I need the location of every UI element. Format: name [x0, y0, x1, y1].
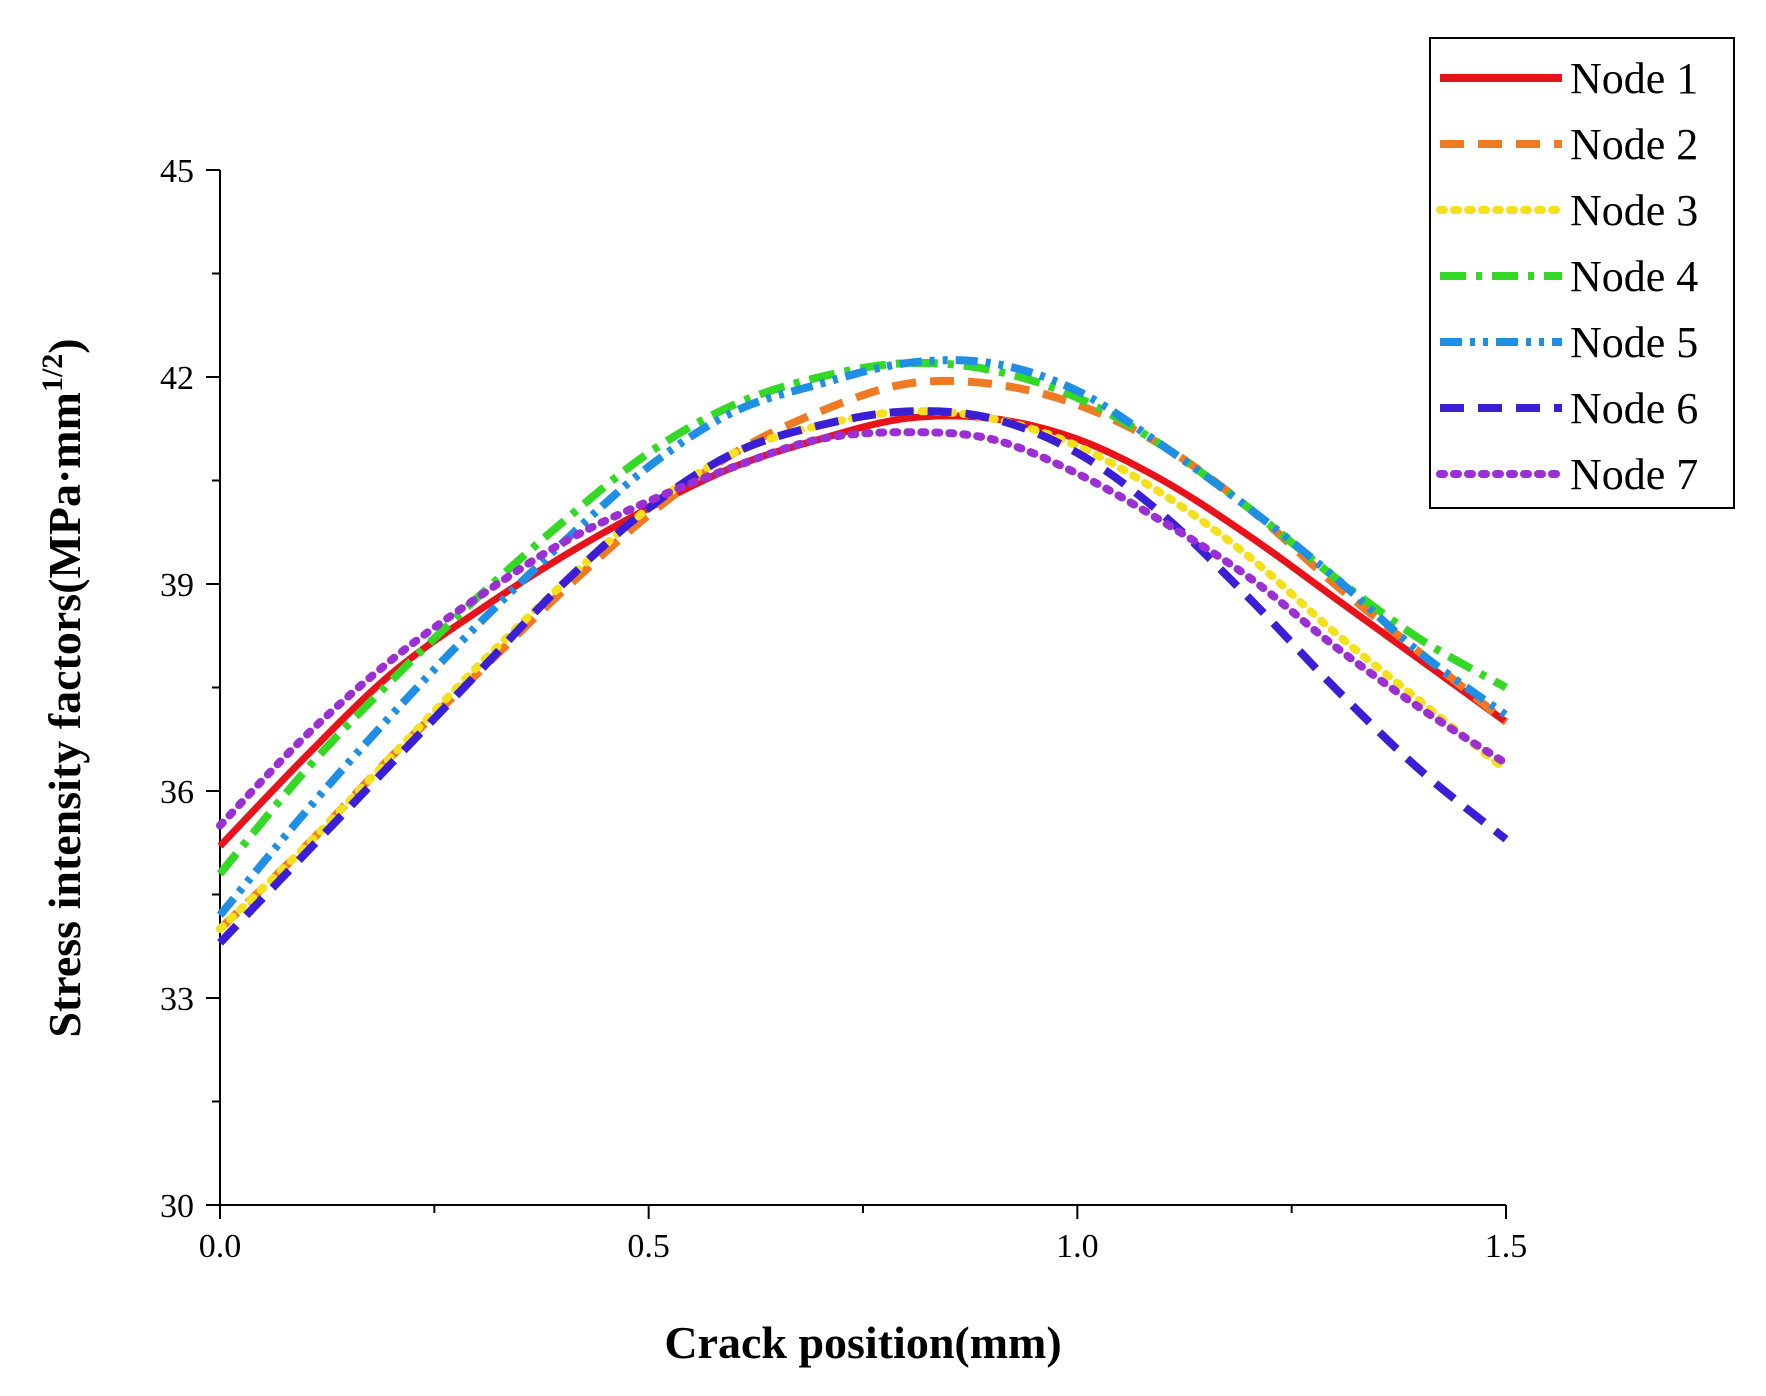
- legend-label-node-7: Node 7: [1570, 450, 1698, 499]
- y-axis-title: Stress intensity factors(MPa·mm1/2): [36, 338, 90, 1037]
- legend: Node 1 Node 2 Node 3 Node 4 Node 5 Node 6 Node…: [1429, 37, 1735, 509]
- series-line-node-4: [216, 358, 1508, 877]
- legend-label-node-5: Node 5: [1570, 318, 1698, 367]
- y-tick-label: 36: [160, 774, 194, 811]
- series-line-node-6: [217, 407, 1509, 946]
- y-tick-label: 39: [160, 567, 194, 604]
- x-ticks: 0.0 0.5 1.0 1.5: [199, 1205, 1528, 1265]
- series-line-node-7: [216, 428, 1510, 830]
- x-axis-title: Crack position(mm): [664, 1317, 1061, 1368]
- y-tick-label: 30: [160, 1188, 194, 1225]
- legend-label-node-6: Node 6: [1570, 384, 1698, 433]
- y-tick-label: 45: [160, 153, 194, 190]
- legend-label-node-4: Node 4: [1570, 252, 1698, 301]
- x-tick-label: 1.5: [1485, 1228, 1528, 1265]
- legend-label-node-3: Node 3: [1570, 186, 1698, 235]
- y-axis-title-suffix: ): [39, 338, 90, 353]
- legend-label-node-2: Node 2: [1570, 120, 1698, 169]
- y-ticks: 30 33 36 39 42 45: [160, 153, 220, 1225]
- x-tick-label: 0.5: [627, 1228, 670, 1265]
- y-tick-label: 33: [160, 981, 194, 1018]
- series-line-node-5: [216, 356, 1509, 918]
- y-axis-title-main: Stress intensity factors(MPa·mm: [39, 392, 90, 1038]
- series-line-node-3: [216, 407, 1510, 933]
- legend-entries: Node 1 Node 2 Node 3 Node 4 Node 5 Node 6 Node…: [1436, 54, 1698, 499]
- legend-label-node-1: Node 1: [1570, 54, 1698, 103]
- x-tick-label: 1.0: [1056, 1228, 1099, 1265]
- y-axis-title-superscript: 1/2: [36, 354, 69, 392]
- y-tick-label: 42: [160, 360, 194, 397]
- x-tick-label: 0.0: [199, 1228, 242, 1265]
- series-lines: [216, 356, 1510, 946]
